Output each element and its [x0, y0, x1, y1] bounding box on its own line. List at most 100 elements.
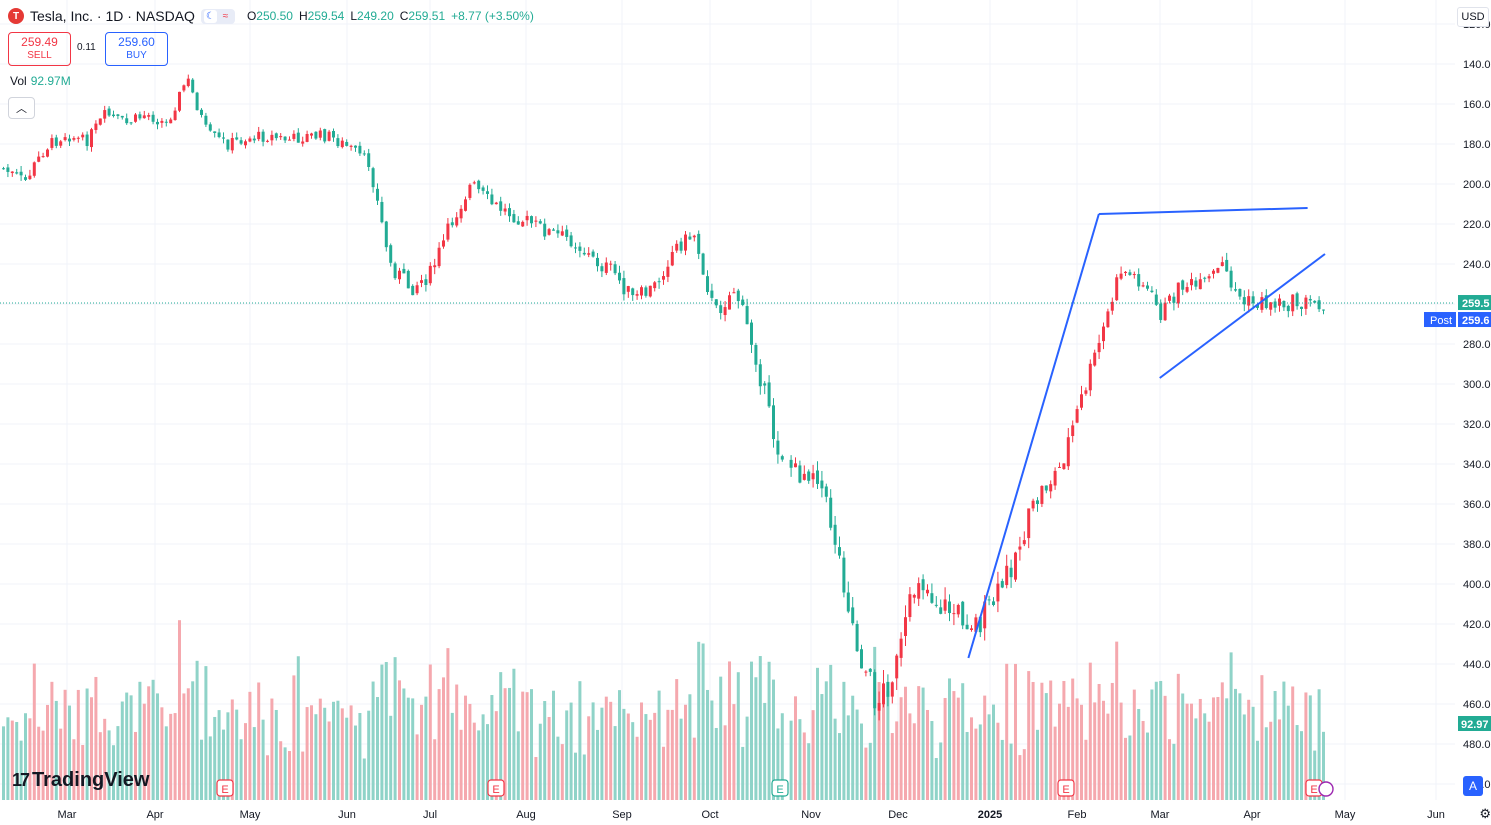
candle-body — [490, 194, 494, 205]
candle-body — [710, 290, 714, 298]
sell-button[interactable]: 259.49 SELL — [8, 32, 71, 66]
candle-body — [952, 613, 956, 615]
candle-body — [2, 168, 5, 170]
candle-body — [200, 109, 203, 115]
candle-body — [653, 282, 657, 289]
wave-icon[interactable]: ≈ — [222, 10, 229, 22]
candle-body — [411, 285, 415, 296]
svg-text:E: E — [1310, 784, 1317, 796]
volume-bar — [59, 728, 63, 800]
volume-bar — [252, 727, 256, 800]
volume-bar — [890, 733, 894, 800]
candle-body — [63, 137, 67, 141]
candle-body — [1198, 279, 1202, 290]
candle-body — [450, 222, 454, 226]
candles — [2, 74, 1325, 721]
candle-body — [1159, 303, 1163, 320]
volume-bar — [1229, 652, 1233, 800]
volume-bar — [393, 657, 397, 800]
candle-body — [582, 252, 586, 255]
volume-bar — [578, 681, 582, 800]
candle-body — [10, 171, 14, 174]
candle-body — [560, 231, 564, 236]
volume-bar — [1203, 713, 1207, 800]
collapse-legend-button[interactable]: ︿ — [8, 97, 35, 119]
volume-bar — [684, 704, 687, 800]
volume-bar — [1190, 703, 1193, 800]
auto-scale-button[interactable]: A — [1463, 776, 1483, 796]
candle-body — [72, 138, 76, 140]
time-axis-label: Jun — [1427, 809, 1445, 821]
candle-body — [908, 594, 912, 618]
volume-bar — [314, 714, 318, 800]
display-toggles[interactable]: ☾ ≈ — [200, 8, 235, 24]
volume-bar — [1300, 731, 1303, 800]
candle-body — [98, 118, 102, 125]
volume-bar — [855, 709, 859, 800]
candle-body — [156, 121, 159, 125]
price-change: +8.77 (+3.50%) — [451, 9, 534, 23]
price-axis-label: 320.00 — [1463, 419, 1491, 431]
volume-bar — [336, 700, 340, 800]
volume-bar — [732, 704, 736, 800]
candle-body — [182, 85, 186, 91]
candle-body — [464, 199, 467, 211]
volume-bar — [521, 691, 525, 800]
candle-body — [349, 145, 353, 147]
volume-bar — [899, 697, 903, 800]
candle-body — [1009, 567, 1013, 578]
volume-bar — [904, 686, 907, 800]
volume-bar — [816, 667, 819, 800]
candle-body — [160, 120, 164, 123]
tradingview-logo[interactable]: 17 TradingView — [12, 769, 149, 792]
settings-gear-icon[interactable]: ⚙ — [1479, 806, 1491, 821]
volume-bar — [877, 682, 881, 800]
time-axis-label: Apr — [146, 809, 163, 821]
time-axis-label: Mar — [1151, 809, 1170, 821]
volume-bar — [323, 707, 327, 800]
volume-bar — [455, 684, 459, 800]
volume-bar — [138, 681, 142, 800]
volume-bar — [226, 712, 230, 800]
volume-bar — [50, 681, 54, 800]
candle-body — [926, 589, 929, 594]
candle-body — [1163, 302, 1167, 321]
candle-body — [1084, 390, 1088, 394]
earnings-marker[interactable]: E — [1057, 779, 1075, 797]
volume-bar — [24, 713, 27, 800]
candle-body — [723, 307, 727, 316]
currency-button[interactable]: USD — [1457, 7, 1489, 27]
volume-bar — [1225, 698, 1229, 800]
candle-body — [525, 215, 529, 221]
candle-body — [261, 131, 265, 142]
volume-bar — [714, 727, 718, 800]
candle-body — [213, 131, 217, 134]
volume-bar — [1036, 729, 1039, 800]
candle-body — [1194, 280, 1198, 287]
volume-bar — [68, 705, 71, 800]
moon-icon[interactable]: ☾ — [203, 9, 217, 23]
candle-body — [1207, 276, 1211, 279]
symbol-title[interactable]: Tesla, Inc. · 1D · NASDAQ — [30, 8, 195, 24]
candle-body — [754, 345, 758, 365]
candle-body — [28, 175, 32, 180]
earnings-marker[interactable]: E — [771, 779, 789, 797]
volume-bar — [354, 725, 357, 800]
candle-body — [362, 153, 366, 155]
price-axis-label: 480.00 — [1463, 739, 1491, 751]
earnings-marker[interactable]: E — [487, 779, 505, 797]
volume-bar — [1132, 689, 1136, 800]
earnings-marker[interactable]: E — [216, 779, 234, 797]
volume-bar — [182, 693, 186, 800]
volume-bar — [292, 675, 296, 800]
candle-body — [455, 217, 459, 226]
candle-body — [736, 290, 740, 302]
buy-button[interactable]: 259.60 BUY — [105, 32, 168, 66]
low-readout: L249.20 — [350, 9, 394, 23]
candle-body — [1119, 273, 1123, 279]
chevron-up-icon: ︿ — [16, 103, 27, 115]
price-axis-bg — [1458, 0, 1491, 825]
candle-body — [648, 285, 652, 297]
candle-body — [701, 253, 705, 275]
